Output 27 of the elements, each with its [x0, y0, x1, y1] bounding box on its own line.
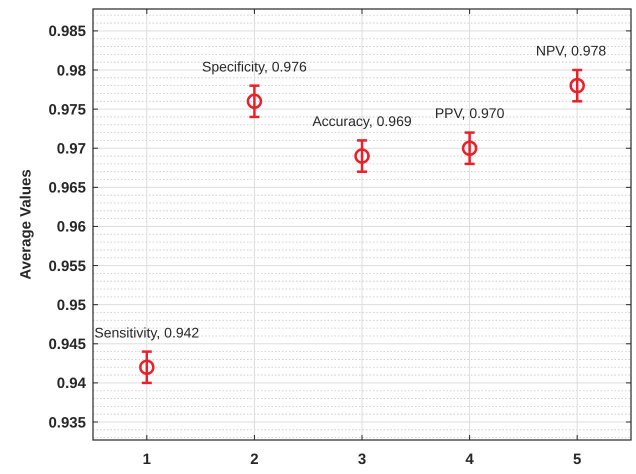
point	[462, 140, 478, 156]
y-tick-label: 0.975	[48, 101, 86, 118]
annotation: Sensitivity, 0.942	[94, 324, 200, 340]
y-tick-label: 0.965	[48, 180, 86, 197]
y-axis-title: Average Values	[18, 169, 34, 280]
y-tick-label: 0.955	[48, 258, 86, 275]
point	[139, 360, 155, 376]
annotation: Specificity, 0.976	[202, 58, 308, 74]
point	[569, 78, 585, 94]
x-tick-label: 3	[358, 451, 366, 468]
x-tick-label: 1	[142, 451, 151, 468]
y-tick-label: 0.98	[56, 62, 86, 80]
x-tick-label: 5	[573, 451, 582, 468]
annotation: NPV, 0.978	[536, 42, 606, 59]
point	[246, 94, 262, 110]
annotation: PPV, 0.970	[434, 105, 505, 122]
y-tick-label: 0.935	[48, 414, 86, 432]
y-tick-label: 0.97	[56, 140, 86, 158]
x-tick-label: 2	[250, 451, 259, 468]
annotation: Accuracy, 0.969	[312, 113, 412, 130]
point	[354, 148, 370, 164]
y-tick-label: 0.985	[48, 23, 86, 40]
x-tick-label: 4	[465, 451, 474, 468]
y-tick-label: 0.94	[56, 375, 87, 392]
y-tick-label: 0.96	[56, 218, 86, 236]
y-tick-label: 0.95	[56, 296, 86, 314]
y-tick-label: 0.945	[48, 336, 86, 354]
